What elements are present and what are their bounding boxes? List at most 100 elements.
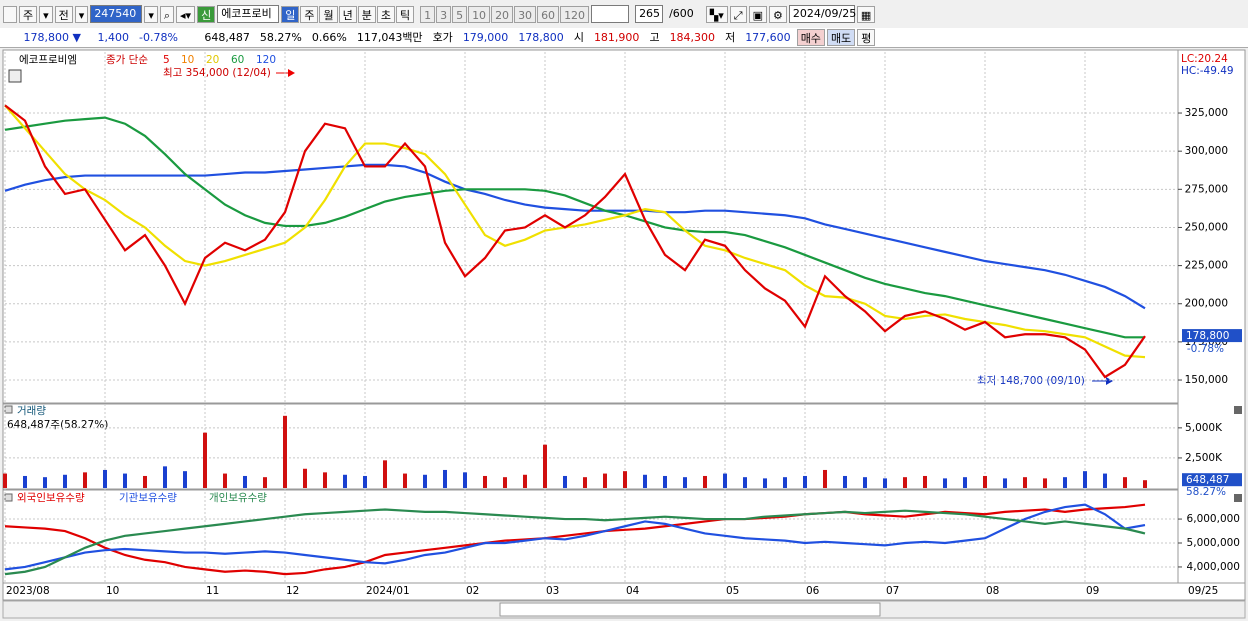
info-bar: 178,800 ▼ 1,400 -0.78% 648,487 58.27% 0.… [0,28,1248,48]
buy-button[interactable]: 매수 [796,29,825,46]
menu-icon[interactable] [3,5,17,23]
sound-button[interactable]: ◂▾ [176,5,196,23]
panel-icon[interactable] [8,69,22,83]
lc-label: LC:20.24 [1181,53,1228,65]
code-input[interactable]: 247540 [90,5,143,23]
volume-bar [923,475,927,488]
series-line [4,116,1145,339]
volume-bar [343,474,347,488]
volume-bar [543,444,547,488]
x-tick-label: 02 [466,585,479,597]
dropdown[interactable]: ▾ [74,5,89,23]
volume-bar [263,477,267,488]
volume-bar [163,466,167,488]
volume-bar [963,477,967,488]
volume-panel [2,403,1179,490]
volume-bar [63,474,67,488]
current-volume: 648,487 [1186,474,1229,486]
y-tick-label: 5,000K [1185,422,1223,434]
period-button[interactable]: 틱 [395,5,415,23]
count-input[interactable]: 265 [635,5,664,23]
interval-input[interactable] [591,5,630,23]
y-tick-label: 325,000 [1185,107,1228,119]
high-arrow-head [288,69,295,77]
volume-bar [683,477,687,488]
low-note: 최저 148,700 (09/10) [977,375,1085,387]
volume-bar [1003,478,1007,488]
low-label: 저 [725,30,736,44]
volume-bar [763,478,767,488]
hc-label: HC:-49.49 [1181,65,1234,77]
new-badge[interactable]: 신 [197,5,216,23]
count-max: /600 [669,7,694,20]
volume-bar [383,460,387,488]
name-input[interactable]: 에코프로비 [217,5,280,23]
tab-select[interactable]: 전 [54,5,73,23]
dropdown[interactable]: ▾ [144,5,158,23]
period-button[interactable]: 월 [319,5,338,23]
search-button[interactable]: ⌕ [159,5,175,23]
x-tick-label: 07 [886,585,899,597]
change-rate: -0.78% [139,30,178,44]
volume-bar [723,473,727,488]
volume-bar [803,475,807,488]
interval-button[interactable]: 60 [537,5,560,23]
dropdown[interactable]: ▾ [39,5,53,23]
close-icon[interactable] [1234,494,1242,502]
x-tick-label: 11 [206,585,219,597]
volume-bar [783,477,787,488]
period-button[interactable]: 년 [338,5,357,23]
volume-bar [1043,478,1047,488]
tool-button[interactable]: ▚▾ [705,5,728,23]
interval-button[interactable]: 120 [560,5,590,23]
calendar-button[interactable]: ▦ [856,5,876,23]
price: 178,800 ▼ [23,30,81,44]
interval-button[interactable]: 1 [420,5,436,23]
settings-button[interactable]: ⚙ [768,5,787,23]
series-line [4,508,1146,576]
volume-bar [23,475,27,488]
volume-rate: 58.27% [259,30,302,44]
y-tick-label: 275,000 [1185,183,1228,195]
volume-bar [583,477,587,488]
x-tick-label: 2024/01 [366,585,410,597]
volume-bar [703,475,707,488]
tool-button[interactable]: ⤢ [729,5,747,23]
interval-group: 1 3 5 10 20 30 60 120 [420,5,590,23]
x-tick-label: 12 [286,585,299,597]
stock-name: 에코프로비엠 [19,54,77,66]
series-line [4,163,1146,310]
high: 184,300 [669,30,716,44]
interval-button[interactable]: 30 [514,5,537,23]
balance-button[interactable]: 평 [857,29,876,46]
sell-button[interactable]: 매도 [826,29,856,46]
current-rate: -0.78% [1187,343,1224,355]
volume-bar [443,469,447,488]
volume-bar [843,475,847,488]
volume-bar [883,478,887,488]
interval-button[interactable]: 10 [468,5,491,23]
period-button[interactable]: 주 [300,5,319,23]
close-icon[interactable] [1234,406,1242,414]
y-tick-label: 225,000 [1185,260,1228,272]
period-button[interactable]: 분 [357,5,376,23]
volume-bar [283,415,287,488]
tab-select[interactable]: 주 [19,5,38,23]
y-tick-label: 150,000 [1185,374,1228,386]
volume-bar [483,475,487,488]
volume-summary: 648,487주(58.27%) [7,419,108,431]
date-input[interactable]: 2024/09/25 [788,5,856,23]
interval-button[interactable]: 3 [436,5,452,23]
save-button[interactable]: ▣ [748,5,767,23]
period-button[interactable]: 초 [376,5,395,23]
open: 181,900 [593,30,640,44]
volume-bar [1123,477,1127,488]
period-button[interactable]: 일 [281,5,300,23]
volume-bar [3,473,7,488]
interval-button[interactable]: 20 [491,5,514,23]
series-line [4,104,1146,359]
interval-button[interactable]: 5 [452,5,468,23]
scroll-thumb[interactable] [499,602,881,617]
